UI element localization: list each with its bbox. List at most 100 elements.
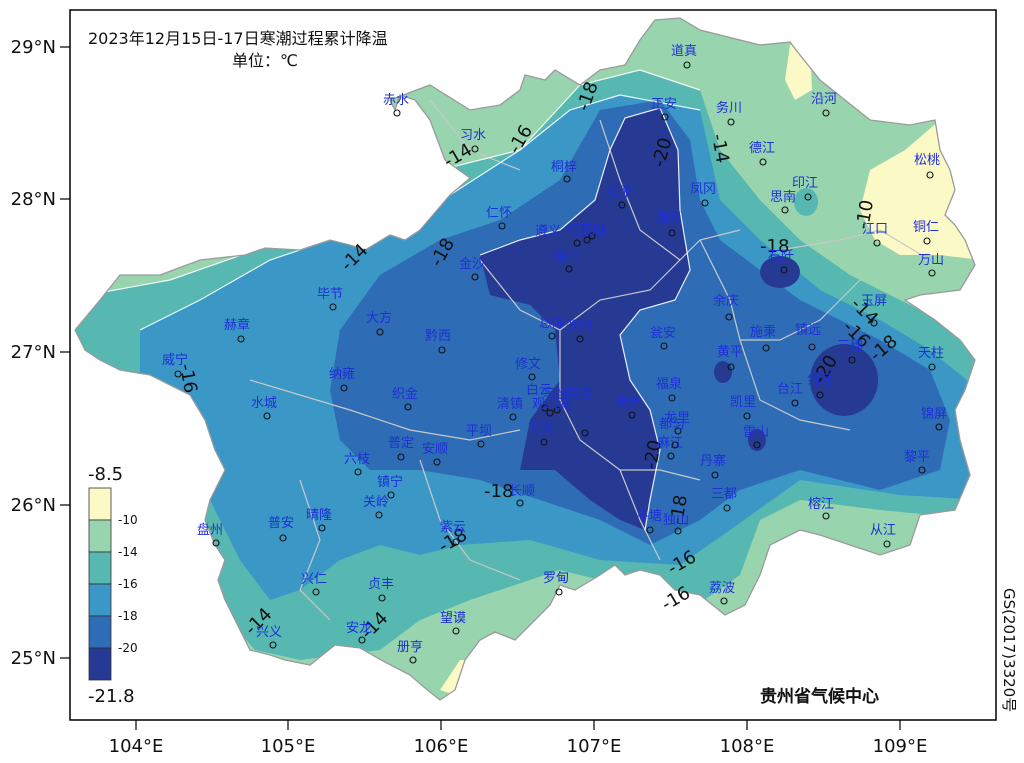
station-label: 三穗 xyxy=(837,339,863,354)
station-label: 盘州 xyxy=(197,522,223,538)
station-label: 铜仁 xyxy=(913,220,939,235)
legend-swatch xyxy=(88,583,112,617)
station-label: 赤水 xyxy=(383,93,409,108)
legend-swatch xyxy=(88,519,112,553)
station-label: 长顺 xyxy=(509,484,535,499)
legend-swatch xyxy=(88,551,112,585)
station-label: 绥阳 xyxy=(607,185,633,200)
station-dot xyxy=(668,394,676,402)
station-dot xyxy=(873,239,881,247)
station-label: 开阳 xyxy=(566,319,592,334)
station-dot xyxy=(668,229,676,237)
station-label: 正安 xyxy=(651,97,677,112)
station-label: 播州 xyxy=(553,249,579,264)
station-label: 万山 xyxy=(918,253,944,268)
station-dot xyxy=(329,303,337,311)
station-label: 遵义 xyxy=(535,223,561,239)
station-dot xyxy=(727,363,735,371)
contour-label: -18 xyxy=(484,481,513,502)
lat-tick-label: 27°N xyxy=(11,342,56,363)
station-dot xyxy=(588,232,596,240)
station-label: 榕江 xyxy=(808,497,834,512)
lon-tick-label: 107°E xyxy=(567,736,622,757)
station-label: 玉屏 xyxy=(861,294,887,309)
station-label: 荔波 xyxy=(709,581,735,596)
station-dot xyxy=(477,440,485,448)
axis-ticks xyxy=(60,46,901,730)
station-dot xyxy=(928,269,936,277)
station-dot xyxy=(387,491,395,499)
station-dot xyxy=(804,193,812,201)
station-dot xyxy=(928,363,936,371)
station-dot xyxy=(509,413,517,421)
station-label: 雷山 xyxy=(743,425,769,440)
legend-swatch xyxy=(88,487,112,521)
station-label: 大方 xyxy=(366,310,392,326)
station-dot xyxy=(923,237,931,245)
station-label: 罗甸 xyxy=(543,571,569,586)
station-label: 威宁 xyxy=(162,352,188,368)
zone-leishan-core xyxy=(748,429,766,451)
station-dot xyxy=(409,656,417,664)
station-dot xyxy=(279,534,287,542)
station-dot xyxy=(340,384,348,392)
station-dot xyxy=(781,206,789,214)
legend-label: -20 xyxy=(118,641,138,655)
station-dot xyxy=(555,588,563,596)
station-label: 黎平 xyxy=(904,450,930,465)
station-dot xyxy=(753,441,761,449)
station-label: 台江 xyxy=(777,382,803,397)
station-label: 余庆 xyxy=(713,293,739,309)
station-dot xyxy=(397,453,405,461)
station-dot xyxy=(671,441,679,449)
station-dot xyxy=(720,597,728,605)
station-label: 福泉 xyxy=(656,376,682,392)
station-label: 天柱 xyxy=(918,346,944,361)
station-dot xyxy=(553,406,561,414)
station-label: 纳雍 xyxy=(329,366,355,382)
lon-tick-label: 109°E xyxy=(873,736,928,757)
station-label: 息烽 xyxy=(539,315,565,331)
station-dot xyxy=(711,471,719,479)
station-label: 赫章 xyxy=(224,317,250,333)
lon-axis: 104°E 105°E 106°E 107°E 108°E 109°E xyxy=(109,736,928,757)
station-dot xyxy=(618,201,626,209)
credit-label: 贵州省气候中心 xyxy=(760,686,879,707)
contour-label: -16 xyxy=(175,362,201,395)
station-label: 平塘 xyxy=(636,508,662,524)
station-label: 平坝 xyxy=(466,424,492,439)
station-dot xyxy=(263,412,271,420)
contour-label: -10 xyxy=(852,198,878,231)
station-dot xyxy=(375,511,383,519)
station-dot xyxy=(452,538,460,546)
station-dot xyxy=(452,627,460,635)
contour-label: -18 xyxy=(760,236,789,257)
station-dot xyxy=(661,113,669,121)
lat-tick-label: 25°N xyxy=(11,648,56,669)
station-dot xyxy=(318,524,326,532)
station-label: 清镇 xyxy=(497,397,523,412)
station-label: 六枝 xyxy=(344,452,370,467)
station-dot xyxy=(581,429,589,437)
legend-swatch xyxy=(88,647,112,681)
legend-label: -16 xyxy=(118,577,138,591)
station-dot xyxy=(791,399,799,407)
station-dot xyxy=(660,342,668,350)
contour-label: -18 xyxy=(666,493,692,526)
station-dot xyxy=(563,175,571,183)
station-label: 金沙 xyxy=(459,256,485,272)
station-dot xyxy=(883,540,891,548)
station-label: 白云 xyxy=(526,382,552,398)
station-label: 桐梓 xyxy=(551,160,577,175)
station-label: 镇宁 xyxy=(377,474,403,490)
station-dot xyxy=(762,344,770,352)
station-dot xyxy=(174,370,182,378)
station-label: 凤冈 xyxy=(690,182,716,197)
station-dot xyxy=(822,109,830,117)
station-label: 黔西 xyxy=(425,329,451,344)
legend-max: -8.5 xyxy=(88,464,123,485)
station-dot xyxy=(816,391,824,399)
zone-puan-core xyxy=(240,483,320,573)
station-label: 南明 xyxy=(567,386,593,402)
station-label: 三都 xyxy=(711,487,737,502)
